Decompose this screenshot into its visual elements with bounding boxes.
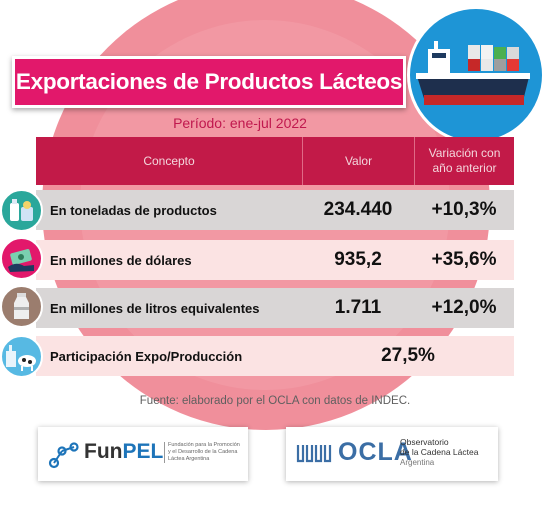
header-value: Valor [302, 137, 414, 185]
funpel-subtitle: Fundación para la Promoción y el Desarro… [164, 442, 242, 463]
header-variation-line1: Variación con [428, 146, 501, 160]
table-row: Participación Expo/Producción 27,5% [36, 336, 514, 376]
row-value: 1.711 [334, 297, 382, 318]
row-label: En toneladas de productos [50, 202, 217, 218]
row-variation: +12,0% [431, 297, 497, 318]
table-row: En millones de dólares 935,2 +35,6% [36, 240, 514, 280]
row-label: En millones de litros equivalentes [50, 300, 260, 316]
source-note: Fuente: elaborado por el OCLA con datos … [139, 395, 411, 407]
exports-table: Concepto Valor Variación con año anterio… [36, 137, 514, 185]
funpel-word-part2: PEL [122, 440, 164, 463]
header-concept: Concepto [143, 153, 195, 168]
row-label: En millones de dólares [50, 252, 192, 268]
row-value: 935,2 [334, 249, 382, 270]
money-hand-icon [0, 237, 43, 280]
row-value: 234.440 [323, 199, 393, 220]
dairy-products-icon [0, 189, 43, 232]
ocla-logo: OCLA Observatorio de la Cadena Láctea Ar… [286, 427, 498, 481]
milk-can-icon [0, 285, 43, 328]
period-label: Período: ene-jul 2022 [173, 115, 307, 131]
header-variation: Variación con año anterior [414, 137, 514, 185]
cargo-ship-icon [407, 6, 545, 144]
table-row: En toneladas de productos 234.440 +10,3% [36, 190, 514, 230]
ocla-wordmark: OCLA [338, 438, 413, 466]
ocla-subtitle-2: de la Cadena Láctea [400, 447, 479, 457]
wave-bars-icon [296, 445, 332, 463]
table-header: Concepto Valor Variación con año anterio… [36, 137, 514, 185]
funpel-logo: FunPEL Fundación para la Promoción y el … [38, 427, 248, 481]
row-variation: +35,6% [431, 249, 497, 270]
funpel-wordmark: FunPEL [84, 440, 163, 464]
ocla-subtitle-3: Argentina [400, 458, 435, 467]
title-banner: Exportaciones de Productos Lácteos [12, 56, 406, 108]
table-row: En millones de litros equivalentes 1.711… [36, 288, 514, 328]
ocla-subtitle-1: Observatorio [400, 437, 449, 447]
funpel-word-part1: Fun [84, 440, 123, 463]
row-value: 27,5% [381, 345, 435, 366]
factory-cow-icon [0, 335, 43, 378]
header-variation-line2: año anterior [432, 161, 497, 175]
row-variation: +10,3% [431, 199, 497, 220]
page-title: Exportaciones de Productos Lácteos [15, 69, 403, 94]
row-label: Participación Expo/Producción [50, 348, 243, 364]
network-nodes-icon [48, 442, 79, 469]
